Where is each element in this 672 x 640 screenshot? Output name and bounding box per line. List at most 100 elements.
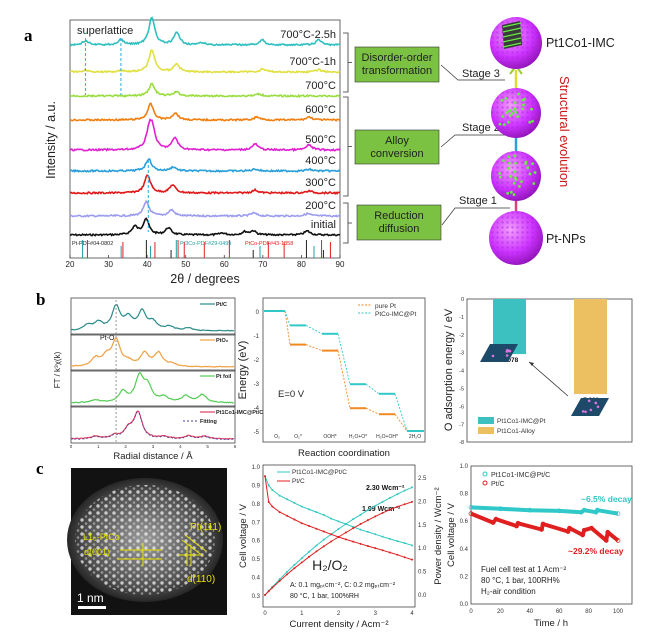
exafs-legend-label: Pt foil <box>216 374 232 380</box>
co-atom <box>530 107 534 111</box>
pol-marker <box>396 540 399 543</box>
pol-y-tick-label: 0.9 <box>252 483 261 489</box>
stage-connector <box>440 134 505 148</box>
pol-marker <box>267 501 270 504</box>
atomic-lattice <box>75 485 215 595</box>
pol-marker <box>264 594 266 596</box>
pol-marker <box>411 486 413 489</box>
pol-x-axis-label: Current density / Acm⁻² <box>290 619 389 630</box>
pol-marker <box>359 513 362 516</box>
co-atom <box>522 103 525 107</box>
power-curve-0 <box>264 486 413 596</box>
gas-label: H₂/O₂ <box>312 557 348 573</box>
co-atom <box>528 172 532 176</box>
pol-marker <box>300 561 303 564</box>
energy-x-category: O₂* <box>294 434 302 440</box>
top-sphere-label: Pt1Co1-IMC <box>546 36 615 50</box>
bar-y-tick-label: -1 <box>459 315 464 321</box>
pol-marker <box>403 556 406 559</box>
exafs-x-tick-label: 5 <box>206 444 209 449</box>
stability-marker <box>603 538 609 543</box>
energy-transition <box>337 333 351 385</box>
co-atom <box>511 112 514 115</box>
exafs-series-2 <box>70 371 235 404</box>
stability-marker <box>567 525 572 531</box>
co-atom <box>517 92 520 96</box>
stability-marker <box>581 527 587 533</box>
energy-transition <box>284 310 291 345</box>
stability-marker <box>581 507 587 513</box>
co-atom <box>524 160 528 164</box>
superlattice-annotation: superlattice <box>77 25 133 37</box>
pol-marker <box>352 518 355 521</box>
pol-marker <box>322 545 325 548</box>
pol-marker <box>322 538 325 541</box>
ordered-layer <box>502 22 522 28</box>
exafs-legend-label: PtO₂ <box>216 338 229 344</box>
stage-box <box>354 46 440 83</box>
ordered-layer <box>502 37 522 43</box>
stage-label: Stage 1 <box>459 195 497 207</box>
xrd-series-7 <box>69 49 341 74</box>
xrd-series-8 <box>69 16 341 47</box>
pol-marker <box>388 551 391 554</box>
pt111-line <box>184 534 207 552</box>
pol-legend-label: Pt/C <box>292 478 305 485</box>
bar-y-axis-label: O adsorption energy / eV <box>443 308 455 431</box>
pol-marker <box>271 505 274 508</box>
pol-marker <box>278 579 281 582</box>
bottom-sphere-label: Pt-NPs <box>546 232 586 246</box>
pol-plot-frame <box>262 464 416 608</box>
pol-y-axis-label: Cell voltage / V <box>238 503 249 568</box>
xrd-x-tick-label: 50 <box>181 260 190 269</box>
bar-y-tick-label: -2 <box>459 333 464 339</box>
bar-y-tick-label: -8 <box>459 440 464 446</box>
xrd-series-6 <box>69 82 341 98</box>
xrd-plot-frame <box>69 19 341 259</box>
xrd-series-label: 300°C <box>305 177 336 189</box>
pol-marker <box>388 537 391 540</box>
co-atom <box>506 191 510 195</box>
stab-x-tick-label: 100 <box>613 609 624 615</box>
pol-marker <box>286 570 289 573</box>
stab-x-tick-label: 40 <box>526 609 533 615</box>
stability-marker <box>498 506 503 512</box>
exafs-chart: Radial distance / Å FT / k³χ(k) Pt-O Pt/… <box>53 297 263 462</box>
pol-marker <box>352 527 355 530</box>
conditions-label: 80 °C, 1 bar, 100%RH <box>290 592 359 600</box>
pol-marker <box>278 578 281 581</box>
pol-marker <box>337 535 340 538</box>
panel-label-a: a <box>24 26 33 45</box>
co-atom <box>507 166 510 170</box>
pol-marker <box>359 542 362 545</box>
xrd-x-tick-label: 80 <box>297 260 306 269</box>
xrd-x-axis-label: 2θ / degrees <box>170 272 240 286</box>
pol-marker <box>381 549 384 552</box>
energy-transition <box>365 407 380 415</box>
co-atom <box>498 171 502 175</box>
pol-marker <box>322 530 325 533</box>
bracket <box>343 32 352 93</box>
bar-legend-label: Pt1Co1-IMC@Pt <box>497 418 546 425</box>
co-atom <box>513 101 517 105</box>
stability-marker <box>539 527 544 532</box>
pol-marker <box>403 503 406 506</box>
voltage-curve-1 <box>264 476 413 561</box>
ptc-decay-label: ~29.2% decay <box>568 546 624 556</box>
panel-label-c: c <box>36 459 44 478</box>
pol-y-tick-label: 0.8 <box>252 502 261 508</box>
pol-y-tick-label: 0.7 <box>252 520 261 526</box>
pol-y2-axis-label: Power density / Wcm⁻² <box>433 487 444 584</box>
haadf-stem-image: Pt(111) L1₀-PtCo d(001) d(110) 1 nm <box>67 468 227 615</box>
stability-marker <box>589 525 594 531</box>
stability-marker <box>468 505 474 510</box>
energy-transition <box>305 344 323 352</box>
bar-y-tick-label: -5 <box>459 387 464 393</box>
pol-marker <box>366 519 369 522</box>
peak-power-imc: 2.30 Wcm⁻² <box>366 485 405 492</box>
bracket <box>343 202 352 244</box>
d110-label: d(110) <box>187 574 215 585</box>
xrd-series-1 <box>69 199 341 218</box>
bar-y-tick-label: -7 <box>459 422 464 428</box>
co-atom <box>506 120 510 124</box>
